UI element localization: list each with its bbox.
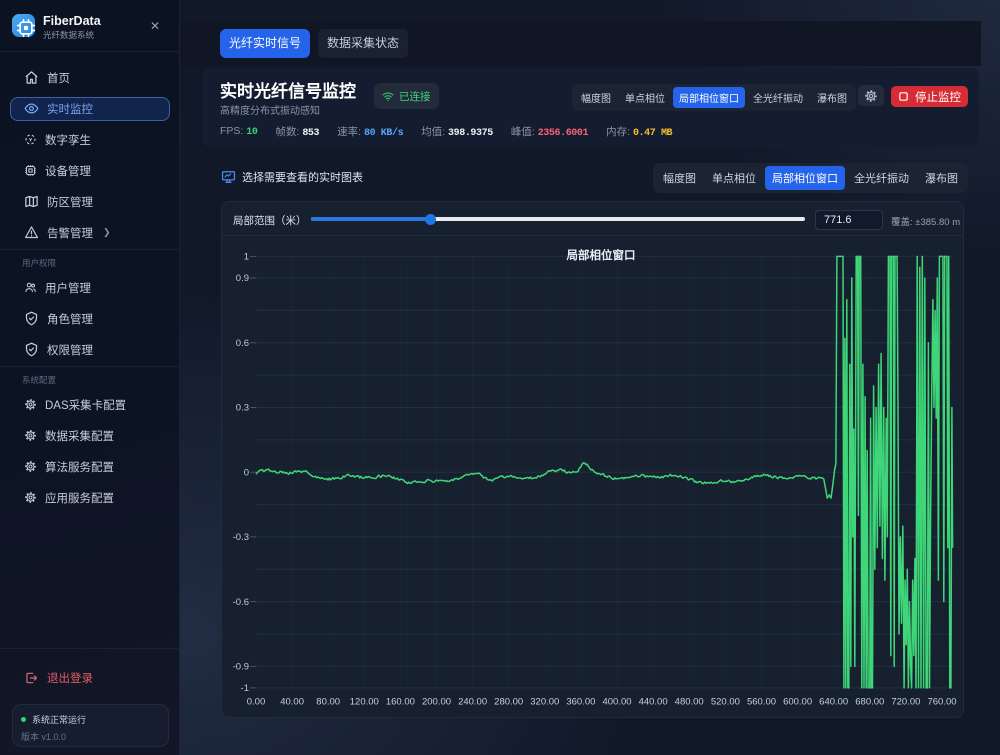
svg-text:360.00: 360.00: [566, 697, 595, 708]
svg-text:-0.9: -0.9: [233, 662, 249, 673]
svg-text:40.00: 40.00: [280, 697, 304, 708]
svg-text:0.6: 0.6: [236, 338, 249, 349]
svg-text:局部相位窗口: 局部相位窗口: [566, 248, 636, 262]
svg-text:560.00: 560.00: [747, 697, 776, 708]
svg-text:600.00: 600.00: [783, 697, 812, 708]
svg-text:0.3: 0.3: [236, 403, 249, 414]
svg-text:-1: -1: [241, 683, 249, 694]
svg-text:200.00: 200.00: [422, 697, 451, 708]
svg-text:0.00: 0.00: [247, 697, 266, 708]
svg-text:0.9: 0.9: [236, 273, 249, 284]
svg-text:720.00: 720.00: [891, 697, 920, 708]
svg-text:240.00: 240.00: [458, 697, 487, 708]
svg-text:80.00: 80.00: [316, 697, 340, 708]
svg-text:760.00: 760.00: [927, 697, 956, 708]
svg-text:-0.3: -0.3: [233, 532, 249, 543]
svg-text:-0.6: -0.6: [233, 597, 249, 608]
svg-text:520.00: 520.00: [711, 697, 740, 708]
svg-text:120.00: 120.00: [350, 697, 379, 708]
svg-text:0: 0: [244, 467, 249, 478]
svg-text:1: 1: [244, 252, 249, 263]
svg-text:400.00: 400.00: [602, 697, 631, 708]
svg-text:160.00: 160.00: [386, 697, 415, 708]
svg-text:640.00: 640.00: [819, 697, 848, 708]
svg-text:480.00: 480.00: [675, 697, 704, 708]
svg-text:440.00: 440.00: [639, 697, 668, 708]
svg-text:680.00: 680.00: [855, 697, 884, 708]
svg-text:280.00: 280.00: [494, 697, 523, 708]
svg-text:320.00: 320.00: [530, 697, 559, 708]
